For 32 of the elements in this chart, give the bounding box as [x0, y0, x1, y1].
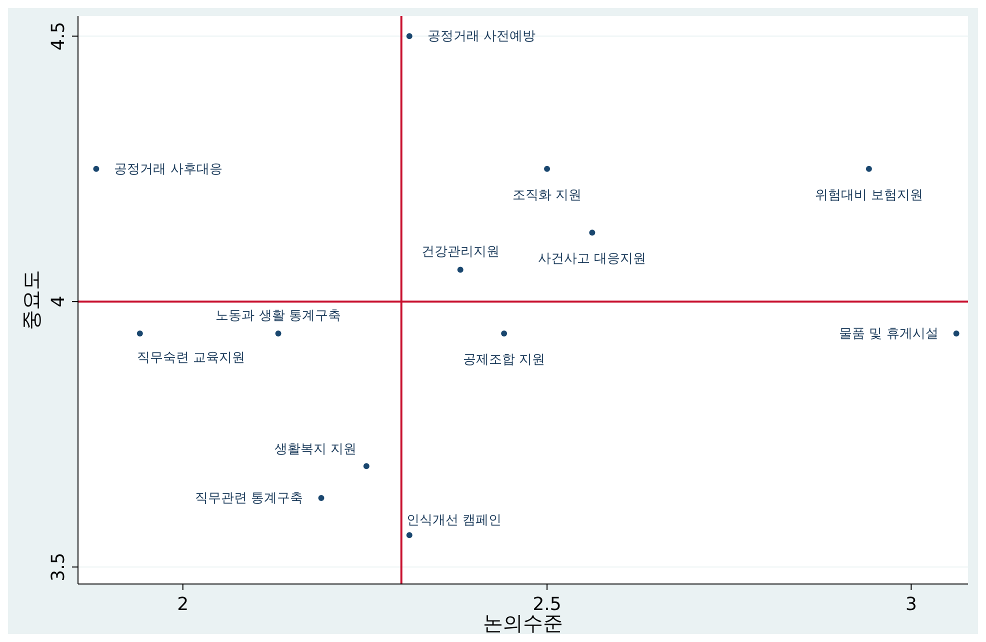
data-label: 물품 및 휴게시설: [839, 326, 938, 342]
point: [866, 166, 872, 172]
point: [93, 166, 100, 172]
data-label: 공제조합 지원: [462, 352, 546, 368]
y-tick-label: 3.5: [48, 552, 69, 582]
y-tick-label: 4.5: [48, 22, 69, 50]
y-axis-title: 중요도: [19, 270, 43, 330]
point: [457, 266, 464, 273]
x-tick-label: 3: [905, 594, 917, 615]
point: [136, 330, 143, 336]
point: [363, 463, 370, 470]
point: [318, 495, 324, 502]
data-label: 노동과 생활 통계구축: [216, 308, 341, 324]
data-label: 생활복지 지원: [274, 442, 356, 458]
point: [501, 330, 508, 336]
data-label: 사건사고 대응지원: [538, 252, 646, 267]
point: [406, 532, 412, 538]
x-tick-label: 2: [177, 594, 189, 615]
y-tick-label: 4: [48, 296, 69, 308]
data-label: 공정거래 사후대응: [114, 162, 222, 177]
point: [589, 230, 596, 236]
data-label: 위험대비 보험지원: [814, 188, 924, 203]
data-label: 조직화 지원: [512, 188, 582, 203]
data-label: 직무숙련 교육지원: [136, 350, 246, 366]
data-label: 인식개선 캠페인: [406, 513, 502, 528]
point: [406, 33, 412, 40]
data-label: 건강관리지원: [421, 244, 500, 260]
point: [953, 330, 960, 336]
data-label: 직무관련 통계구축: [195, 491, 304, 506]
data-label: 공정거래 사전예방: [427, 29, 536, 44]
point: [275, 330, 282, 336]
point: [544, 166, 550, 172]
